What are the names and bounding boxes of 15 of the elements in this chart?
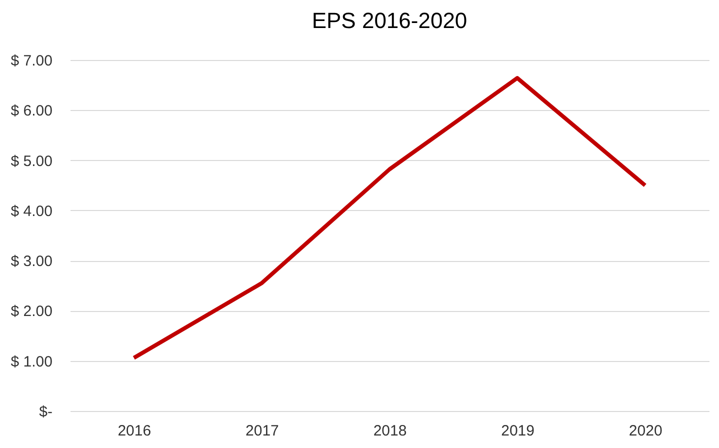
y-tick-label: $-: [39, 404, 52, 420]
x-tick-label: 2016: [118, 422, 152, 440]
y-tick-label: $ 2.00: [10, 303, 52, 320]
y-tick-label: $ 1.00: [10, 353, 52, 370]
x-tick-label: 2017: [246, 422, 279, 440]
y-tick-label: $ 4.00: [10, 202, 52, 220]
y-tick-label: $ 6.00: [10, 102, 52, 120]
line-series: [132, 76, 648, 360]
y-tick-label: $ 5.00: [10, 152, 52, 170]
chart-title: EPS 2016-2020: [312, 8, 468, 33]
x-tick-label: 2018: [373, 422, 407, 440]
x-tick-label: 2019: [501, 422, 534, 440]
x-tick-label: 2020: [628, 422, 662, 440]
y-tick-label: $ 7.00: [10, 52, 52, 70]
y-tick-label: $ 3.00: [10, 253, 52, 270]
